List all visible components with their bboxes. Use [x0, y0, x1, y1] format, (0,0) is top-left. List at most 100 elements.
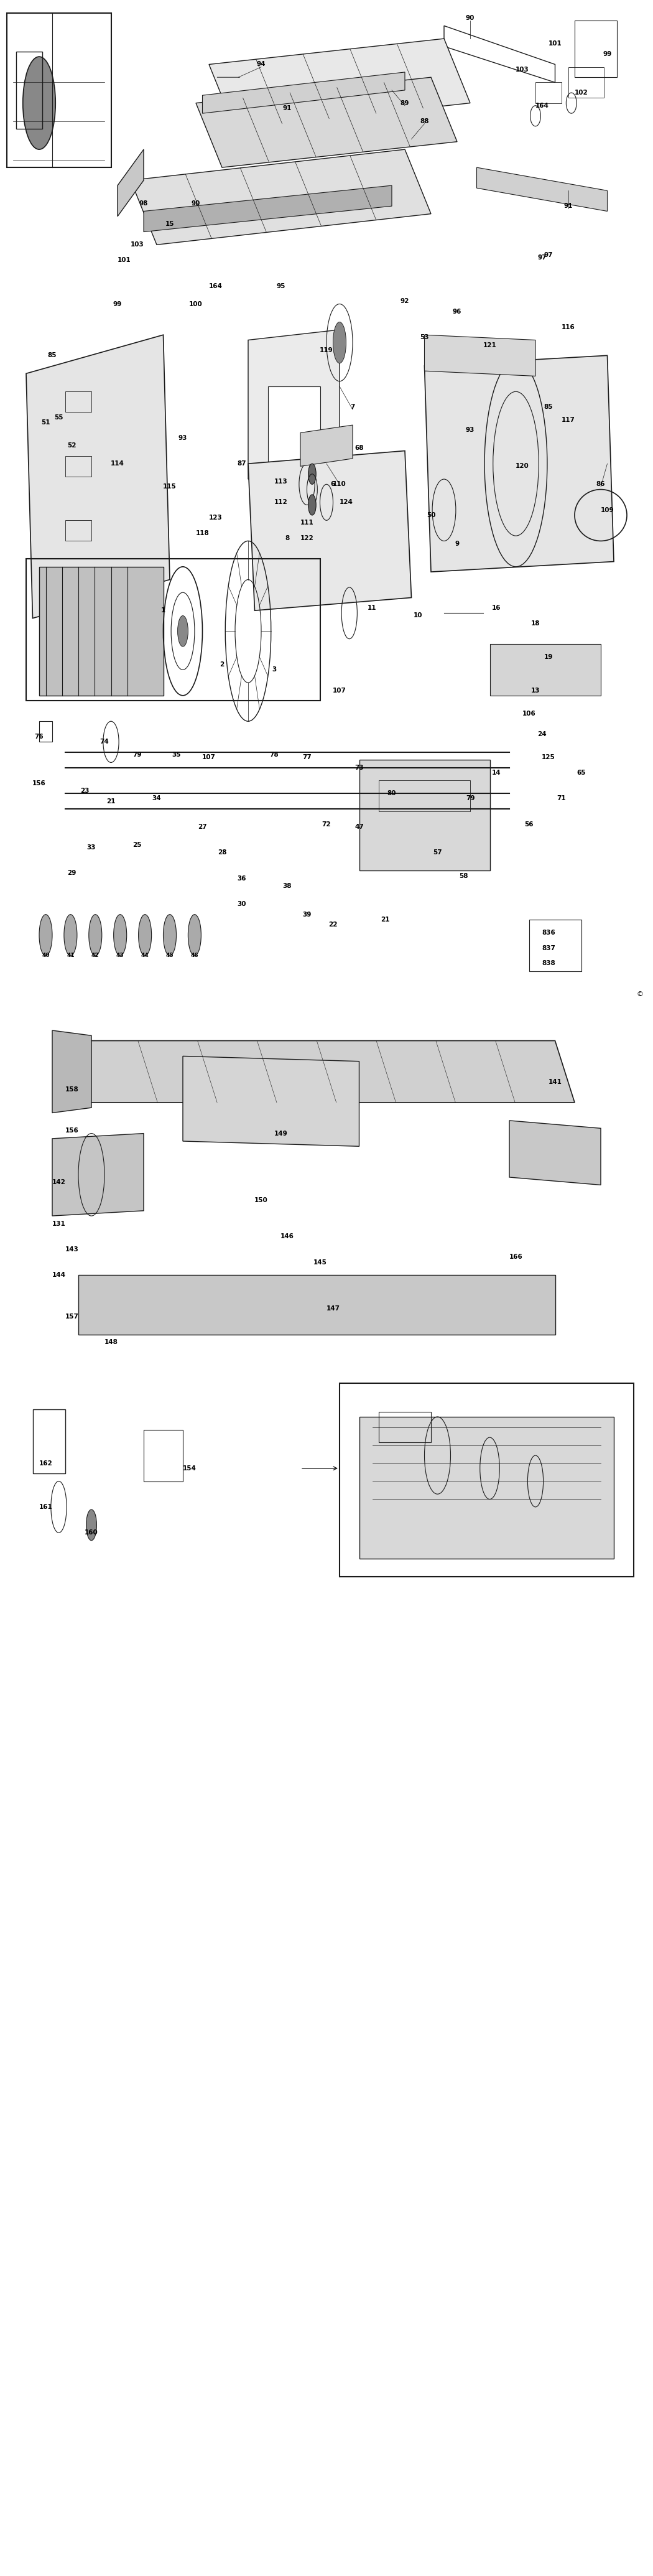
Text: 40: 40	[42, 953, 50, 958]
Text: 77: 77	[302, 755, 311, 760]
Text: 144: 144	[52, 1273, 65, 1278]
Text: 86: 86	[596, 482, 605, 487]
Text: 3: 3	[272, 667, 276, 672]
Text: 65: 65	[577, 770, 586, 775]
Bar	[568, 67, 604, 98]
Text: 150: 150	[255, 1198, 268, 1203]
Polygon shape	[196, 77, 457, 167]
Text: 117: 117	[562, 417, 575, 422]
Text: 157: 157	[65, 1314, 78, 1319]
Text: 50: 50	[426, 513, 436, 518]
Text: 149: 149	[274, 1131, 287, 1136]
Ellipse shape	[114, 914, 127, 956]
Text: 80: 80	[387, 791, 396, 796]
Text: 119: 119	[320, 348, 333, 353]
Text: 160: 160	[85, 1530, 98, 1535]
Text: 23: 23	[80, 788, 89, 793]
Text: 123: 123	[209, 515, 222, 520]
Text: 22: 22	[328, 922, 338, 927]
Text: 103: 103	[516, 67, 529, 72]
Bar	[65, 392, 91, 412]
Text: 16: 16	[492, 605, 501, 611]
Ellipse shape	[178, 616, 188, 647]
Text: 19: 19	[544, 654, 553, 659]
Bar	[144, 1430, 183, 1481]
Text: 68: 68	[355, 446, 364, 451]
Text: 98: 98	[139, 201, 148, 206]
Text: 158: 158	[65, 1087, 78, 1092]
Text: 18: 18	[531, 621, 540, 626]
Bar	[379, 781, 470, 811]
Polygon shape	[202, 72, 405, 113]
Text: 52: 52	[67, 443, 76, 448]
Text: 90: 90	[191, 201, 200, 206]
Bar	[575, 21, 617, 77]
Text: 45: 45	[166, 953, 174, 958]
Text: 85: 85	[48, 353, 57, 358]
Text: 79: 79	[466, 796, 475, 801]
Text: 148: 148	[104, 1340, 118, 1345]
Text: 97: 97	[544, 252, 553, 258]
Ellipse shape	[89, 914, 102, 956]
Polygon shape	[78, 1275, 555, 1334]
Text: 95: 95	[276, 283, 285, 289]
Text: 28: 28	[217, 850, 227, 855]
Bar	[379, 1412, 431, 1443]
Text: 131: 131	[52, 1221, 65, 1226]
Text: 25: 25	[133, 842, 142, 848]
Text: 107: 107	[333, 688, 346, 693]
Ellipse shape	[23, 57, 56, 149]
Polygon shape	[248, 330, 340, 479]
Ellipse shape	[39, 914, 52, 956]
Text: 91: 91	[564, 204, 573, 209]
Text: 10: 10	[413, 613, 422, 618]
Text: 79: 79	[133, 752, 142, 757]
Bar	[65, 520, 91, 541]
Text: 113: 113	[274, 479, 287, 484]
Text: 147: 147	[327, 1306, 340, 1311]
Text: 102: 102	[575, 90, 588, 95]
Text: 76: 76	[35, 734, 44, 739]
Text: 101: 101	[118, 258, 131, 263]
Polygon shape	[183, 1056, 359, 1146]
Text: 97: 97	[537, 255, 547, 260]
Text: 39: 39	[302, 912, 311, 917]
Ellipse shape	[86, 1510, 97, 1540]
Text: 161: 161	[39, 1504, 52, 1510]
Text: 11: 11	[368, 605, 377, 611]
Text: 85: 85	[544, 404, 553, 410]
Polygon shape	[26, 335, 170, 618]
Text: 121: 121	[483, 343, 496, 348]
Text: 71: 71	[557, 796, 566, 801]
Polygon shape	[78, 1041, 575, 1103]
Text: 74: 74	[100, 739, 109, 744]
Text: 58: 58	[459, 873, 468, 878]
Polygon shape	[131, 149, 431, 245]
Text: 55: 55	[54, 415, 63, 420]
Text: 838: 838	[542, 961, 555, 966]
Text: 99: 99	[603, 52, 612, 57]
Polygon shape	[118, 149, 144, 216]
Ellipse shape	[308, 464, 316, 484]
Text: 156: 156	[33, 781, 46, 786]
Text: 107: 107	[202, 755, 215, 760]
Text: 43: 43	[116, 953, 124, 958]
Ellipse shape	[333, 322, 346, 363]
Text: 837: 837	[542, 945, 555, 951]
Text: 21: 21	[106, 799, 116, 804]
Text: 42: 42	[91, 953, 99, 958]
Text: 110: 110	[333, 482, 346, 487]
Bar	[16, 52, 42, 129]
Text: 836: 836	[542, 930, 555, 935]
Bar	[39, 721, 52, 742]
Text: 36: 36	[237, 876, 246, 881]
Text: 93: 93	[178, 435, 187, 440]
Text: 15: 15	[165, 222, 174, 227]
Ellipse shape	[163, 914, 176, 956]
Text: 99: 99	[113, 301, 122, 307]
Bar	[65, 456, 91, 477]
Text: 94: 94	[257, 62, 266, 67]
Text: 145: 145	[313, 1260, 327, 1265]
Polygon shape	[359, 1417, 614, 1558]
Text: 78: 78	[270, 752, 279, 757]
